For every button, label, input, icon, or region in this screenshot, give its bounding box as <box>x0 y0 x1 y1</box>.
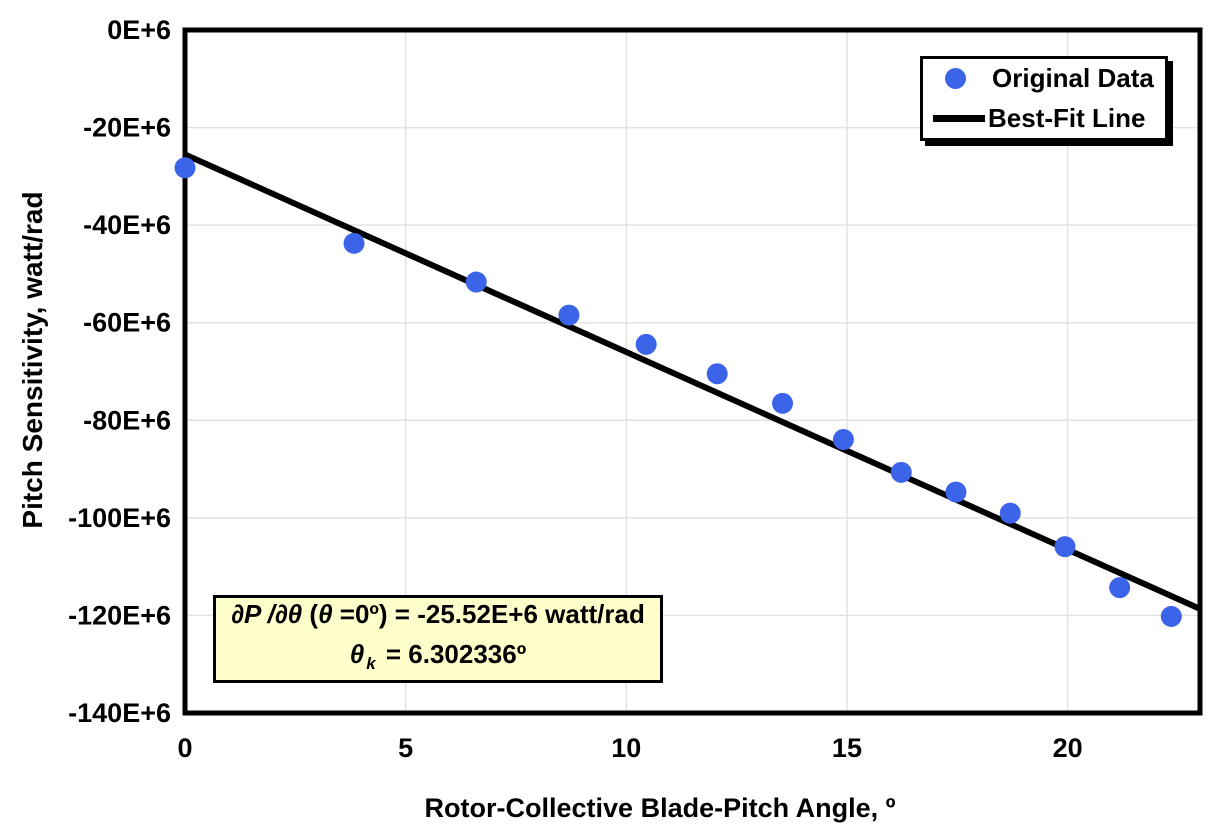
pitch-sensitivity-value: -25.52E+6 watt/rad <box>417 598 645 629</box>
theta-k-symbol: θ <box>349 638 365 669</box>
legend: Original Data Best-Fit Line <box>920 56 1168 141</box>
legend-item-original-data: Original Data <box>923 61 1165 97</box>
scatter-marker-icon <box>945 68 966 89</box>
y-axis-title: Pitch Sensitivity, watt/rad <box>17 191 48 529</box>
x-tick-label: 5 <box>398 733 413 763</box>
legend-label-best-fit-line: Best-Fit Line <box>988 103 1146 133</box>
y-tick-label: -40E+6 <box>83 210 171 240</box>
plot-border <box>182 27 1203 716</box>
data-point <box>706 363 728 385</box>
theta-k-value: = 6.302336º <box>378 638 527 669</box>
data-point <box>1054 536 1076 558</box>
data-point <box>832 429 854 451</box>
legend-item-best-fit-line: Best-Fit Line <box>923 101 1165 137</box>
theta-symbol: θ <box>318 598 333 629</box>
data-point <box>343 232 365 254</box>
data-point <box>1160 605 1182 627</box>
y-tick-label: 0E+6 <box>107 15 171 45</box>
y-tick-label: -20E+6 <box>83 113 171 143</box>
data-point <box>1109 577 1131 599</box>
legend-label-original-data: Original Data <box>992 63 1154 93</box>
x-axis-title: Rotor-Collective Blade-Pitch Angle, º <box>424 793 896 823</box>
annotation-line-1: ∂P /∂θ (θ =0º) = -25.52E+6 watt/rad <box>231 598 645 629</box>
data-point <box>772 392 794 414</box>
x-tick-label: 10 <box>611 733 641 763</box>
y-tick-label: -80E+6 <box>83 405 171 435</box>
x-tick-label: 0 <box>177 733 192 763</box>
line-marker-icon <box>933 115 985 122</box>
y-tick-label: -100E+6 <box>68 503 171 533</box>
x-tick-label: 20 <box>1053 733 1083 763</box>
y-tick-label: -140E+6 <box>68 698 171 728</box>
data-point <box>945 481 967 503</box>
partial-derivative-symbol: ∂P /∂θ <box>231 598 303 629</box>
x-tick-label: 15 <box>832 733 862 763</box>
data-point <box>999 502 1021 524</box>
data-point <box>558 304 580 326</box>
data-point <box>635 333 657 355</box>
data-point <box>174 157 196 179</box>
best-fit-line <box>183 151 1202 612</box>
y-tick-label: -120E+6 <box>68 600 171 630</box>
data-point <box>890 461 912 483</box>
data-point <box>465 271 487 293</box>
y-tick-label: -60E+6 <box>83 308 171 338</box>
